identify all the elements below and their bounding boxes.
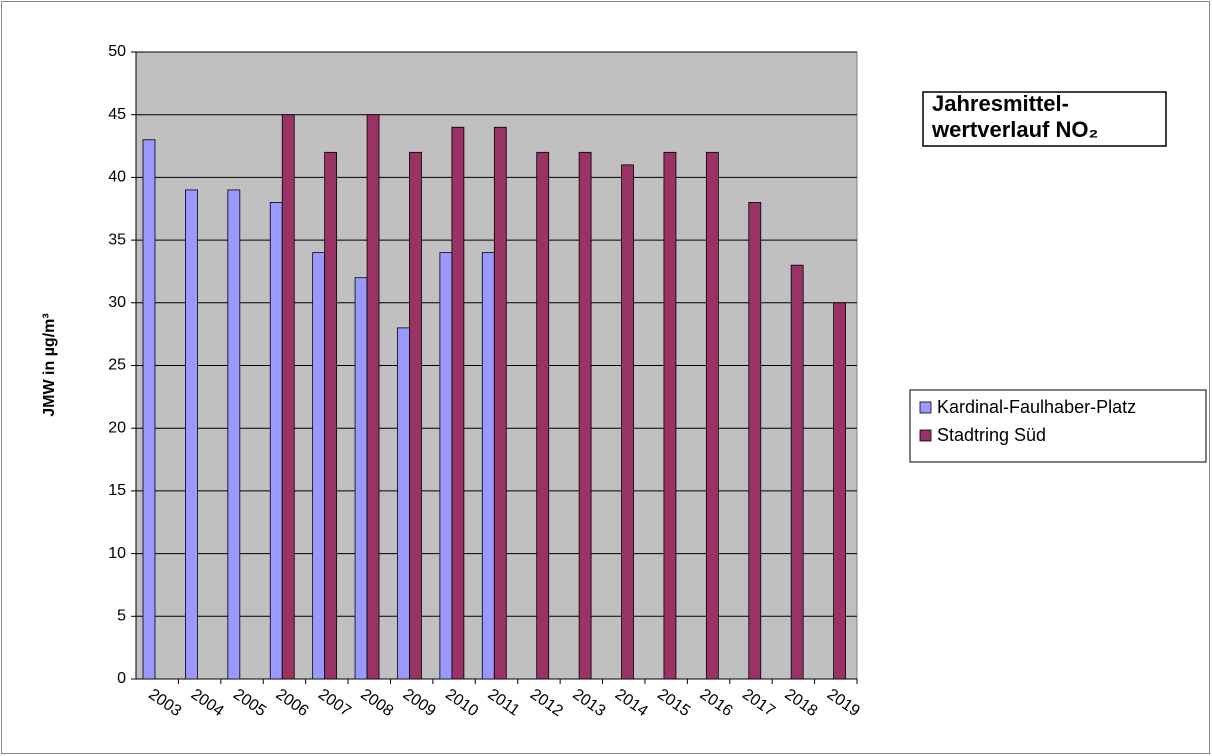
y-tick-label: 10 <box>108 545 126 562</box>
bar <box>312 252 326 680</box>
legend <box>909 389 1207 463</box>
legend-swatch <box>919 429 932 442</box>
bar <box>227 189 241 680</box>
bar <box>439 252 453 680</box>
bar <box>578 151 592 680</box>
bar <box>536 151 550 680</box>
bar <box>324 151 338 680</box>
y-tick-label: 25 <box>108 357 126 374</box>
y-axis-label: JMW in µg/m³ <box>41 313 58 416</box>
bar <box>621 164 634 680</box>
bar <box>142 139 156 680</box>
bar <box>366 114 380 680</box>
bar <box>185 189 198 680</box>
title-box <box>922 91 1167 147</box>
bar <box>281 114 295 680</box>
bar <box>790 264 804 680</box>
legend-swatch <box>919 401 932 414</box>
legend-label: Kardinal-Faulhaber-Platz <box>937 397 1136 417</box>
bar <box>493 126 507 680</box>
bar <box>397 327 410 680</box>
legend-label: Stadtring Süd <box>937 425 1046 445</box>
y-tick-label: 15 <box>108 482 126 499</box>
bar <box>748 202 762 680</box>
y-tick-label: 35 <box>108 231 126 248</box>
y-tick-label: 30 <box>108 294 126 311</box>
bar <box>354 277 368 680</box>
y-tick-label: 50 <box>108 43 126 60</box>
bar <box>451 126 465 680</box>
y-tick-label: 20 <box>108 419 126 436</box>
y-tick-label: 45 <box>108 106 126 123</box>
bar <box>409 151 422 680</box>
bar <box>269 202 283 680</box>
bar <box>705 151 719 680</box>
bar <box>481 252 495 680</box>
bar <box>833 302 846 680</box>
chart-title: wertverlauf NO₂ <box>931 117 1098 142</box>
bar <box>663 151 677 680</box>
y-tick-label: 0 <box>117 670 126 687</box>
chart-title: Jahresmittel- <box>932 91 1069 116</box>
y-tick-label: 40 <box>108 169 126 186</box>
y-tick-label: 5 <box>117 608 126 625</box>
